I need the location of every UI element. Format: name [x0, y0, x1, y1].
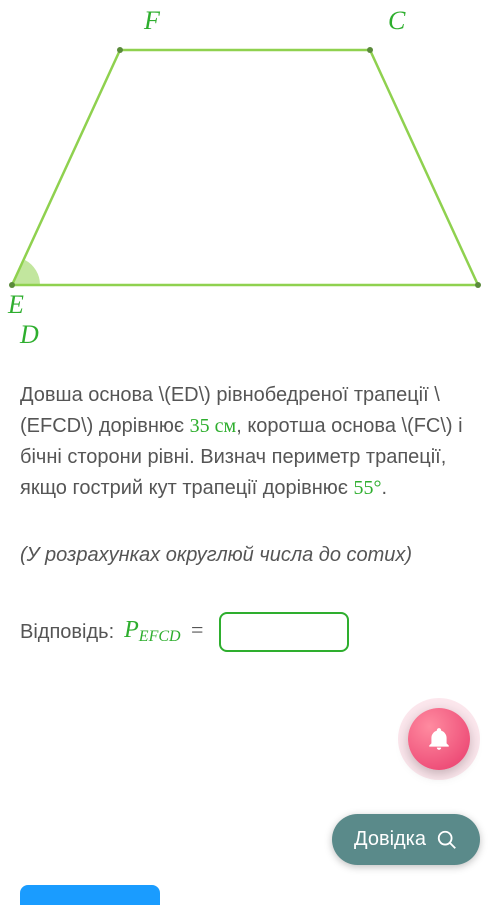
vertex-F [117, 47, 123, 53]
equals-sign: = [191, 617, 203, 642]
answer-input[interactable] [219, 612, 349, 652]
trapezoid-svg [0, 0, 500, 370]
problem-text: Довша основа \(ED\) рівнобедреної трапец… [0, 370, 500, 504]
angle-arc [12, 260, 40, 285]
problem-value-1: 35 см [190, 415, 237, 437]
figure-area: F C E D [0, 0, 500, 370]
problem-part-1c: . [382, 477, 388, 499]
help-button[interactable]: Довідка [332, 814, 480, 865]
bell-icon [426, 726, 452, 752]
vertex-D [475, 282, 481, 288]
problem-value-2: 55° [354, 477, 382, 499]
answer-row: Відповідь: PEFCD = [0, 567, 500, 652]
label-C: C [388, 6, 405, 36]
vertex-C [367, 47, 373, 53]
hint-text: (У розрахунках округлюй числа до сотих) [0, 504, 500, 567]
label-E: E [8, 290, 24, 320]
help-label: Довідка [354, 828, 426, 851]
perimeter-symbol: P [124, 617, 139, 643]
label-F: F [144, 6, 160, 36]
notifications-button[interactable] [408, 708, 470, 770]
label-D: D [20, 320, 39, 350]
perimeter-expression: PEFCD = [124, 617, 209, 646]
perimeter-subscript: EFCD [139, 629, 181, 646]
answer-label: Відповідь: [20, 621, 114, 644]
submit-button[interactable] [20, 885, 160, 905]
search-icon [436, 829, 458, 851]
vertex-E [9, 282, 15, 288]
trapezoid-shape [12, 50, 478, 285]
